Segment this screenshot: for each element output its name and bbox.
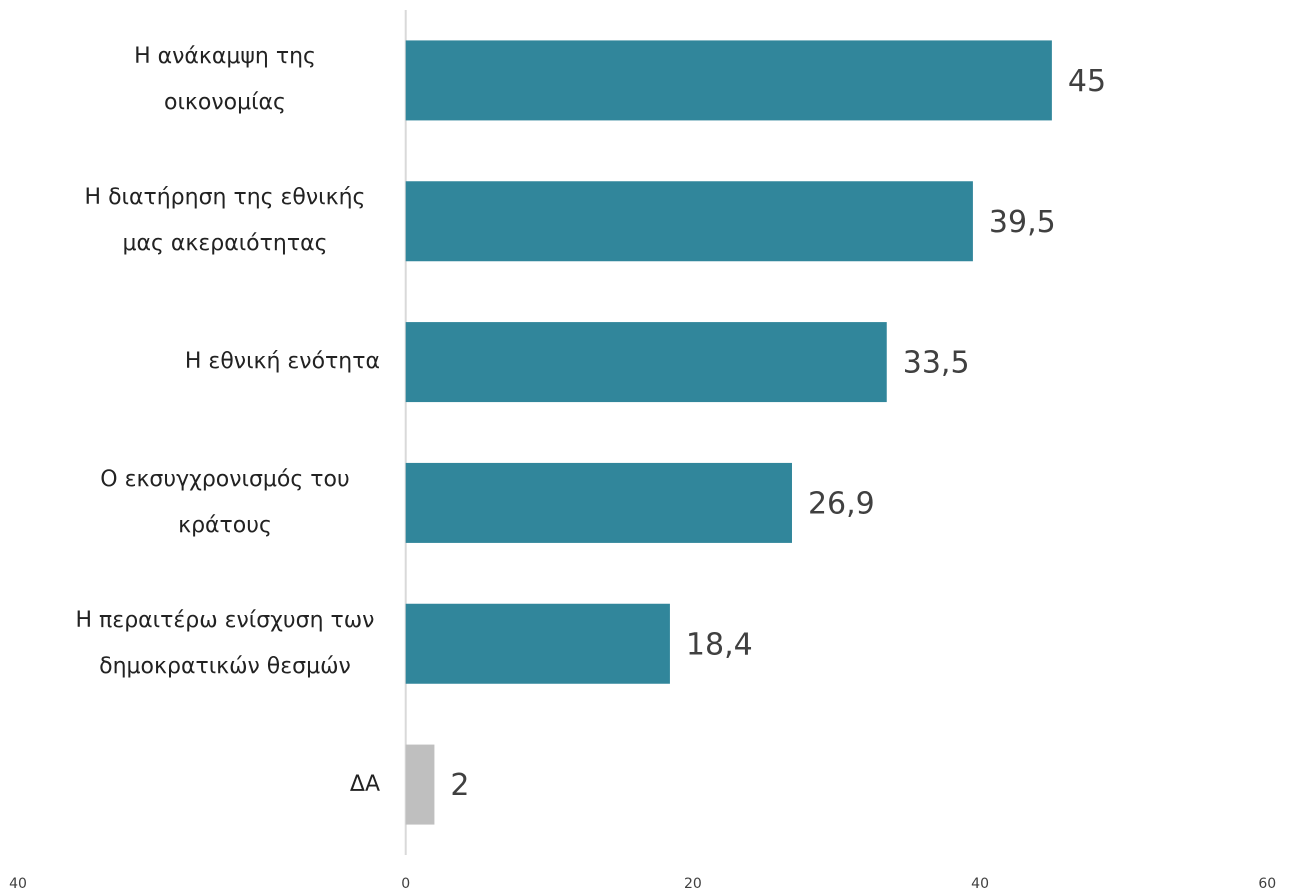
bar <box>405 181 973 262</box>
y-tick-label: Η περαιτέρω ενίσχυση των δημοκρατικών θε… <box>75 607 375 679</box>
x-tick-label: 20 <box>684 876 702 892</box>
x-tick-label: 0 <box>401 876 410 892</box>
value-label: 39,5 <box>989 205 1056 240</box>
bar <box>405 322 887 403</box>
value-label: 26,9 <box>808 486 875 521</box>
value-label: 18,4 <box>686 627 753 662</box>
bar <box>405 462 792 543</box>
y-tick-label: Η διατήρηση της εθνικής μας ακεραιότητας <box>84 185 366 257</box>
bar <box>405 744 435 825</box>
bar <box>405 603 670 684</box>
bar <box>405 40 1052 121</box>
y-tick-label: Ο εκσυγχρονισμός του κράτους <box>100 466 350 538</box>
x-tick-label: 60 <box>1258 876 1276 892</box>
value-label: 2 <box>450 768 469 803</box>
value-label: 33,5 <box>903 346 970 381</box>
value-label: 45 <box>1068 64 1106 99</box>
y-tick-label: Η εθνική ενότητα <box>184 349 380 375</box>
x-tick-label: 40 <box>9 876 27 892</box>
y-tick-label: Η ανάκαμψη της οικονομίας <box>134 44 316 116</box>
x-tick-label: 40 <box>971 876 989 892</box>
y-tick-label: ΔΑ <box>349 771 380 797</box>
